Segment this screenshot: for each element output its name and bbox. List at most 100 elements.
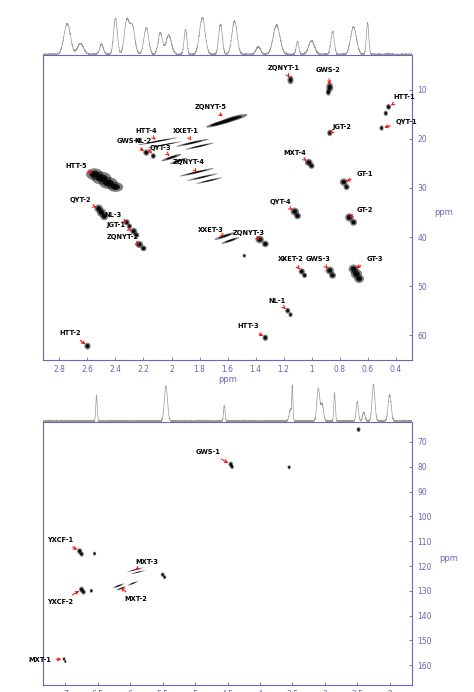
Ellipse shape bbox=[283, 259, 284, 260]
Ellipse shape bbox=[91, 590, 92, 592]
Ellipse shape bbox=[79, 552, 84, 556]
Ellipse shape bbox=[205, 180, 213, 181]
Ellipse shape bbox=[380, 127, 383, 129]
Ellipse shape bbox=[264, 243, 266, 245]
Ellipse shape bbox=[191, 144, 208, 148]
Text: ZQNYT-4: ZQNYT-4 bbox=[173, 159, 204, 172]
Ellipse shape bbox=[138, 244, 140, 246]
Ellipse shape bbox=[347, 215, 352, 220]
Ellipse shape bbox=[358, 429, 359, 430]
Text: MXT-3: MXT-3 bbox=[135, 559, 158, 570]
Ellipse shape bbox=[348, 216, 351, 219]
Ellipse shape bbox=[82, 590, 85, 594]
Ellipse shape bbox=[357, 428, 360, 431]
Ellipse shape bbox=[136, 241, 143, 248]
Ellipse shape bbox=[176, 139, 209, 147]
Text: ZQNYT-3: ZQNYT-3 bbox=[233, 230, 264, 239]
Ellipse shape bbox=[349, 264, 358, 273]
Ellipse shape bbox=[243, 254, 246, 257]
Ellipse shape bbox=[63, 658, 65, 660]
Ellipse shape bbox=[196, 177, 222, 184]
Ellipse shape bbox=[163, 575, 166, 579]
Text: XXET-3: XXET-3 bbox=[198, 227, 224, 236]
Ellipse shape bbox=[154, 143, 175, 147]
Ellipse shape bbox=[117, 585, 120, 587]
Ellipse shape bbox=[327, 268, 332, 273]
Ellipse shape bbox=[185, 143, 214, 149]
Text: MXT-4: MXT-4 bbox=[283, 149, 306, 161]
Text: QYT-1: QYT-1 bbox=[385, 118, 418, 128]
Ellipse shape bbox=[63, 657, 65, 661]
Text: HTT-1: HTT-1 bbox=[392, 94, 415, 105]
Text: NL-3: NL-3 bbox=[104, 212, 126, 222]
Ellipse shape bbox=[81, 589, 82, 590]
Ellipse shape bbox=[176, 160, 181, 162]
Text: GWS-2: GWS-2 bbox=[316, 67, 341, 84]
Ellipse shape bbox=[182, 140, 202, 145]
Ellipse shape bbox=[353, 221, 355, 224]
Ellipse shape bbox=[91, 172, 111, 185]
Ellipse shape bbox=[328, 86, 331, 89]
Ellipse shape bbox=[287, 310, 289, 311]
Ellipse shape bbox=[326, 82, 333, 92]
Ellipse shape bbox=[213, 118, 237, 125]
Ellipse shape bbox=[168, 156, 174, 158]
Text: HTT-5: HTT-5 bbox=[65, 163, 91, 173]
Ellipse shape bbox=[292, 209, 297, 214]
Ellipse shape bbox=[97, 208, 106, 217]
Ellipse shape bbox=[135, 233, 138, 237]
Ellipse shape bbox=[146, 139, 169, 144]
Ellipse shape bbox=[290, 79, 292, 81]
Ellipse shape bbox=[201, 179, 217, 183]
Ellipse shape bbox=[93, 552, 96, 555]
Ellipse shape bbox=[86, 344, 89, 348]
Ellipse shape bbox=[159, 144, 170, 146]
Ellipse shape bbox=[299, 268, 305, 275]
Ellipse shape bbox=[345, 185, 348, 189]
Ellipse shape bbox=[81, 554, 82, 555]
Ellipse shape bbox=[94, 204, 103, 212]
Ellipse shape bbox=[285, 308, 290, 313]
Ellipse shape bbox=[186, 170, 207, 174]
Ellipse shape bbox=[96, 206, 101, 211]
Ellipse shape bbox=[293, 210, 296, 212]
Text: HTT-2: HTT-2 bbox=[60, 330, 84, 344]
Ellipse shape bbox=[130, 568, 140, 571]
Ellipse shape bbox=[79, 587, 84, 592]
Text: HTT-3: HTT-3 bbox=[238, 323, 262, 336]
Ellipse shape bbox=[143, 248, 145, 249]
Ellipse shape bbox=[329, 132, 330, 134]
Ellipse shape bbox=[128, 225, 131, 228]
Ellipse shape bbox=[136, 234, 137, 236]
Ellipse shape bbox=[341, 180, 346, 184]
Ellipse shape bbox=[164, 576, 165, 578]
Ellipse shape bbox=[356, 427, 361, 432]
Ellipse shape bbox=[206, 120, 227, 127]
Text: ZQNYT-2: ZQNYT-2 bbox=[107, 234, 138, 244]
Ellipse shape bbox=[351, 220, 356, 224]
Ellipse shape bbox=[140, 246, 146, 251]
Ellipse shape bbox=[86, 168, 103, 180]
Ellipse shape bbox=[231, 117, 238, 120]
Ellipse shape bbox=[133, 569, 138, 570]
Ellipse shape bbox=[113, 583, 124, 588]
Ellipse shape bbox=[255, 236, 264, 244]
Ellipse shape bbox=[262, 241, 269, 247]
Ellipse shape bbox=[132, 229, 136, 233]
Text: GWS-1: GWS-1 bbox=[196, 449, 228, 462]
Ellipse shape bbox=[130, 228, 137, 235]
Text: GT-2: GT-2 bbox=[350, 207, 373, 217]
Ellipse shape bbox=[300, 269, 303, 273]
Ellipse shape bbox=[302, 273, 307, 278]
Ellipse shape bbox=[328, 84, 332, 90]
Ellipse shape bbox=[64, 661, 66, 662]
Ellipse shape bbox=[289, 313, 292, 316]
Ellipse shape bbox=[173, 159, 184, 163]
Text: GT-3: GT-3 bbox=[357, 256, 383, 267]
Y-axis label: ppm: ppm bbox=[439, 554, 458, 563]
Ellipse shape bbox=[136, 572, 140, 573]
Ellipse shape bbox=[87, 345, 88, 347]
Ellipse shape bbox=[222, 235, 228, 237]
Ellipse shape bbox=[152, 140, 164, 143]
Ellipse shape bbox=[264, 337, 266, 338]
